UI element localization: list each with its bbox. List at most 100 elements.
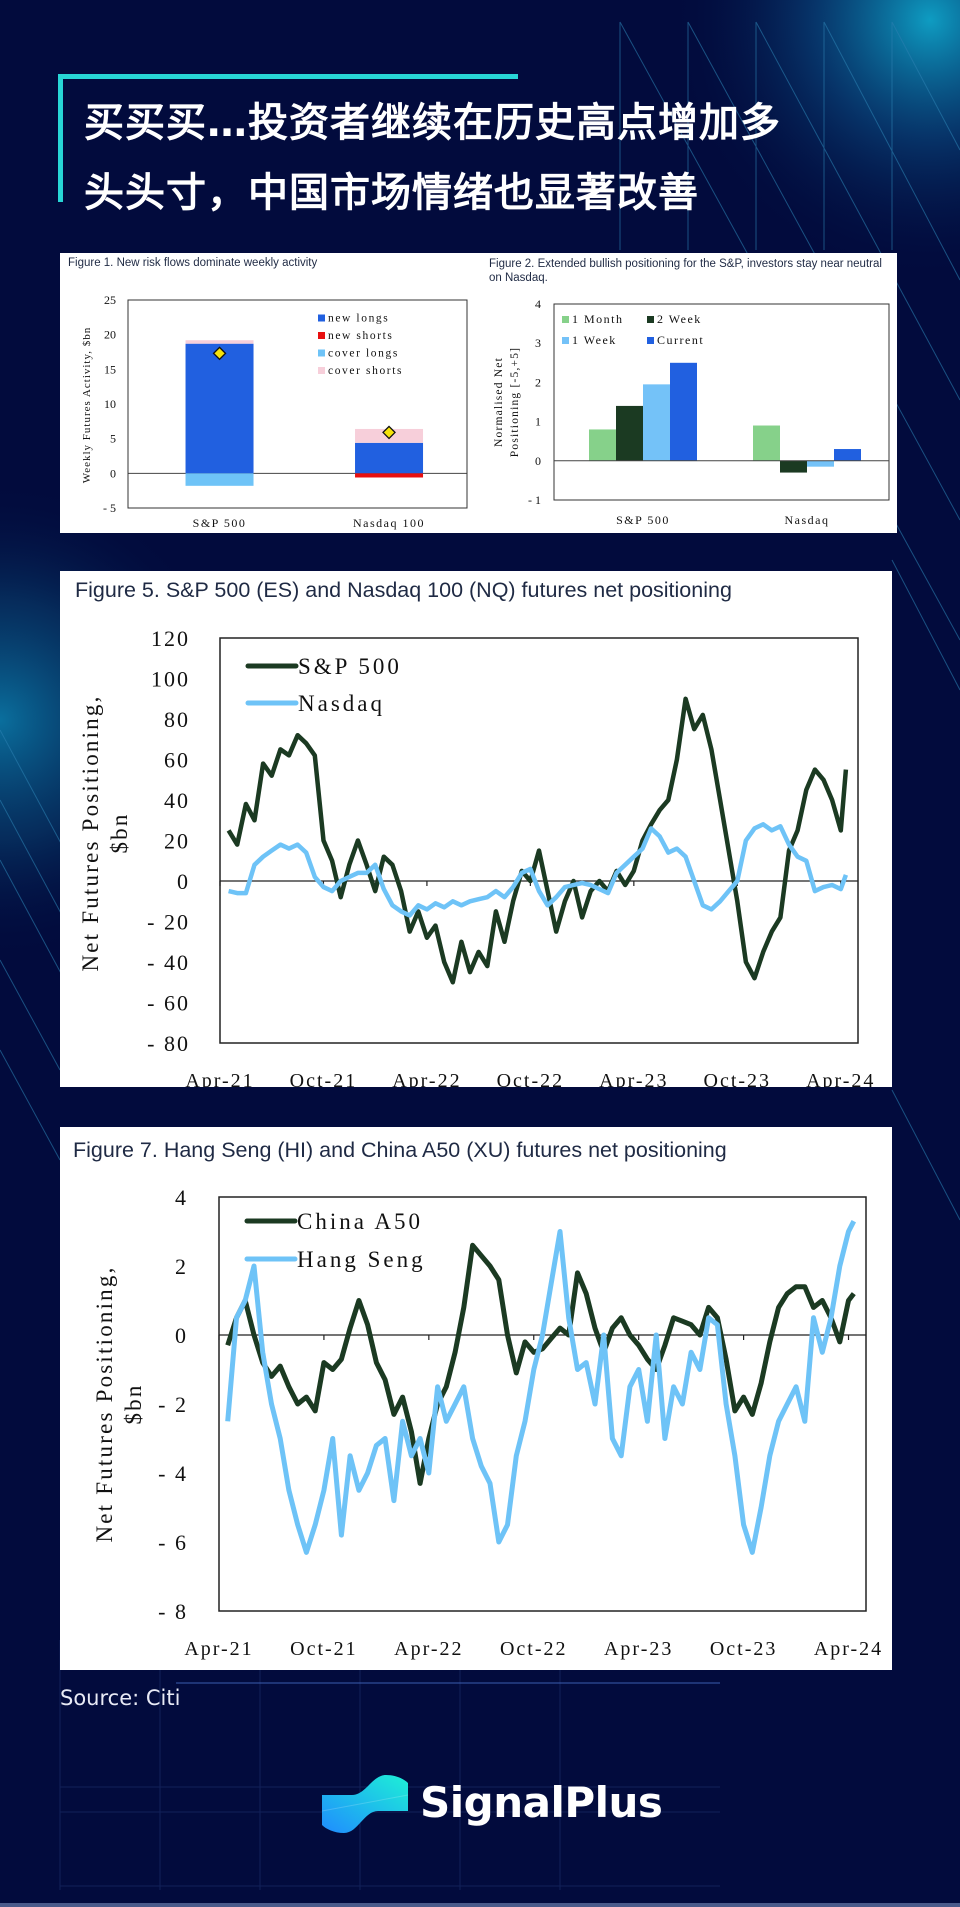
f5-xtick-label: Apr-23 [599, 1070, 668, 1087]
figure1-net-marker [382, 425, 396, 440]
f5-xtick-label: Apr-22 [392, 1070, 461, 1087]
figure7-ylabel-line2: $bn [121, 1383, 146, 1424]
figure1-ytick-label: 0 [110, 466, 116, 480]
figure2-legend-label: 1 Week [572, 333, 617, 347]
page-title: 买买买…投资者继续在历史高点增加多 头头寸，中国市场情绪也显著改善 [84, 88, 924, 228]
figure1-legend-swatch [318, 367, 325, 374]
f7-legend-label: Hang Seng [297, 1247, 426, 1272]
f7-ytick-label: 2 [175, 1254, 188, 1279]
f5-xtick-label: Oct-22 [497, 1070, 565, 1087]
f5-ytick-label: 100 [151, 667, 190, 692]
f7-xtick-label: Apr-21 [184, 1638, 253, 1660]
figure1-ytick-label: 10 [104, 397, 116, 411]
figure1-xtick-label: S&P 500 [193, 516, 247, 530]
f7-legend-label: China A50 [297, 1209, 423, 1234]
f7-ytick-label: 4 [175, 1185, 188, 1210]
f7-ytick-label: - 6 [158, 1530, 188, 1555]
figure1-bar-cover-longs [185, 473, 254, 486]
figure2-legend-label: Current [657, 333, 704, 347]
f5-ytick-label: - 40 [147, 950, 190, 975]
figure7-panel [60, 1127, 892, 1670]
figure5-title: Figure 5. S&P 500 (ES) and Nasdaq 100 (N… [75, 578, 732, 602]
figure7-plot-frame [218, 1196, 867, 1612]
figure1-ytick-label: 20 [104, 328, 116, 342]
figure1-bar-cover-shorts [185, 340, 254, 344]
figure5-ylabel-line2: $bn [107, 812, 132, 853]
source-note: Source: Citi [60, 1686, 181, 1710]
signalplus-logo-icon [321, 1775, 409, 1833]
figure1-legend-label: cover shorts [328, 365, 403, 377]
figure1-ytick-label: 5 [110, 432, 116, 446]
figure2-bar-Current [834, 449, 861, 461]
f7-ytick-label: 0 [175, 1323, 188, 1348]
figure1-plot-frame [127, 299, 468, 509]
figure2-legend-label: 2 Week [657, 312, 702, 326]
figure1-ytick-label: 25 [104, 293, 116, 307]
f5-xtick-label: Apr-21 [185, 1070, 254, 1087]
figure2-xtick-label: Nasdaq [785, 513, 830, 527]
figure2-bar-1-Month [753, 425, 780, 461]
figure5-plot-frame [219, 637, 859, 1044]
f5-ytick-label: 40 [164, 788, 190, 813]
brand-name: SignalPlus [420, 1778, 663, 1827]
f5-xtick-label: Oct-21 [290, 1070, 358, 1087]
f7-ytick-label: - 4 [158, 1461, 188, 1486]
f7-ytick-label: - 8 [158, 1599, 188, 1624]
figure2-legend-swatch [647, 337, 654, 344]
figure7-ylabel-line1: Net Futures Positioning, [92, 1265, 117, 1542]
figure2-legend-swatch [562, 316, 569, 323]
f7-xtick-label: Apr-23 [604, 1638, 673, 1660]
figure2-title: Figure 2. Extended bullish positioning f… [489, 258, 882, 284]
figure2-plot-frame [553, 303, 890, 501]
f7-xtick-label: Apr-22 [394, 1638, 463, 1660]
f7-series-china-a50 [225, 1242, 856, 1486]
f5-ytick-label: - 20 [147, 910, 190, 935]
f5-series-nasdaq [228, 822, 849, 918]
f5-ytick-label: - 60 [147, 991, 190, 1016]
figure1-ylabel: Weekly Futures Activity, $bn [81, 327, 93, 484]
figure2-ylabel-line1: Normalised Net [493, 357, 505, 447]
figure2-bar-1-Month [589, 429, 616, 461]
figure2-bar-2-Week [616, 405, 643, 461]
f5-ytick-label: 60 [164, 748, 190, 773]
title-accent-bar [58, 74, 518, 79]
figure1-legend-swatch [318, 349, 325, 357]
figure2-ytick-label: 4 [535, 297, 541, 311]
figure2-xtick-label: S&P 500 [616, 513, 670, 527]
f7-xtick-label: Oct-22 [500, 1638, 568, 1660]
figure1-ytick-label: 15 [104, 362, 116, 376]
figure1-bar-new-longs [355, 442, 424, 474]
figure1-legend-label: cover longs [328, 348, 399, 360]
figure5-ylabel-line1: Net Futures Positioning, [78, 694, 103, 971]
figure1-bar-new-longs [185, 343, 254, 474]
figure1-legend-label: new shorts [328, 330, 394, 342]
figure2-legend-swatch [647, 316, 654, 323]
f7-xtick-label: Oct-23 [710, 1638, 778, 1660]
f5-xtick-label: Apr-24 [806, 1070, 875, 1087]
f7-series-hang-seng [225, 1220, 857, 1555]
page-title-line2: 头头寸，中国市场情绪也显著改善 [84, 170, 699, 216]
figure1-xtick-label: Nasdaq 100 [353, 516, 425, 530]
figure2-bar-2-Week [780, 460, 807, 473]
figure2-legend-swatch [562, 337, 569, 344]
figure1-net-marker [212, 346, 227, 361]
figure2-bar-1-Week [807, 460, 834, 467]
f5-legend-label: S&P 500 [298, 654, 402, 679]
f5-series-s-p-500 [226, 696, 849, 985]
figure7-title: Figure 7. Hang Seng (HI) and China A50 (… [73, 1138, 727, 1162]
figure2-ytick-label: 1 [535, 415, 541, 429]
figure2-ytick-label: 3 [535, 336, 541, 350]
figure2-chart: 4 3 2 1 0 - 1 S&P 500 Nasdaq Normalised Net Po… [493, 297, 890, 527]
f5-ytick-label: 0 [177, 869, 190, 894]
figure1-legend-swatch [318, 314, 325, 322]
figure1-ytick-label: - 5 [103, 501, 116, 515]
f5-ytick-label: 120 [151, 626, 190, 651]
figure1-legend-label: new longs [328, 313, 389, 325]
f7-xtick-label: Apr-24 [814, 1638, 883, 1660]
f5-ytick-label: - 80 [147, 1031, 190, 1056]
figure2-ytick-label: 0 [535, 454, 541, 468]
f5-legend-label: Nasdaq [298, 691, 385, 716]
figure2-legend-label: 1 Month [572, 312, 624, 326]
title-accent-side [58, 74, 63, 202]
figure1-title: Figure 1. New risk flows dominate weekly… [68, 257, 318, 269]
